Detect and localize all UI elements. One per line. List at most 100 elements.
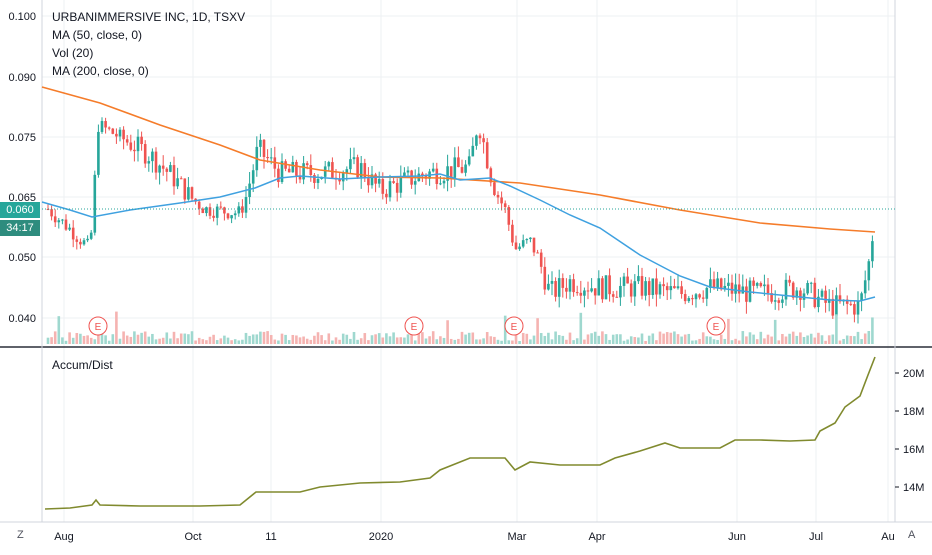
indicator-ma200[interactable]: MA (200, close, 0) bbox=[52, 64, 149, 78]
candle-body bbox=[363, 163, 367, 179]
candle-body bbox=[835, 295, 838, 316]
candle-body bbox=[89, 232, 93, 239]
candle-body bbox=[593, 288, 597, 296]
volume-bar bbox=[79, 333, 82, 344]
volume-bar bbox=[593, 331, 597, 344]
candle-body bbox=[529, 237, 532, 240]
volume-bar bbox=[691, 340, 694, 344]
candle-body bbox=[93, 174, 97, 233]
volume-bar bbox=[853, 336, 856, 344]
volume-bar bbox=[478, 339, 482, 344]
candle-body bbox=[125, 139, 129, 143]
indicator-title-accum-dist[interactable]: Accum/Dist bbox=[52, 358, 113, 372]
volume-bar bbox=[291, 334, 295, 344]
candle-body bbox=[215, 206, 219, 218]
candle-body bbox=[316, 178, 320, 183]
volume-bar bbox=[777, 340, 781, 344]
candle-body bbox=[511, 224, 514, 243]
volume-bar bbox=[305, 338, 309, 344]
candle-body bbox=[446, 166, 449, 181]
volume-bar bbox=[136, 334, 140, 344]
candle-body bbox=[824, 290, 827, 303]
candle-body bbox=[597, 278, 601, 296]
candle-body bbox=[359, 163, 363, 178]
candle-body bbox=[399, 176, 403, 193]
candle-body bbox=[223, 207, 226, 214]
volume-bar bbox=[82, 335, 86, 344]
volume-bar bbox=[651, 333, 655, 344]
candle-body bbox=[403, 172, 406, 177]
volume-bar bbox=[629, 336, 633, 344]
volume-bar bbox=[233, 339, 237, 344]
candle-body bbox=[719, 278, 723, 290]
candle-body bbox=[259, 139, 262, 147]
volume-bar bbox=[453, 339, 457, 344]
candle-body bbox=[244, 197, 248, 213]
candle-body bbox=[608, 275, 611, 295]
volume-bar bbox=[694, 340, 698, 344]
volume-bar bbox=[809, 333, 813, 344]
candle-body bbox=[248, 183, 251, 198]
volume-bar bbox=[143, 331, 147, 344]
candle-body bbox=[115, 133, 118, 137]
volume-bar bbox=[572, 340, 575, 344]
candle-body bbox=[709, 279, 712, 288]
ad-tick-label: 14M bbox=[903, 482, 924, 494]
candle-body bbox=[507, 207, 511, 225]
volume-bar bbox=[269, 335, 273, 344]
volume-bar bbox=[745, 336, 748, 344]
time-tick-label: 11 bbox=[265, 531, 276, 543]
time-tick-label: Mar bbox=[508, 531, 527, 543]
candle-body bbox=[694, 294, 698, 300]
candle-body bbox=[698, 294, 701, 298]
volume-bar bbox=[766, 334, 770, 344]
volume-bar bbox=[75, 332, 79, 344]
candle-body bbox=[165, 168, 169, 172]
volume-bar bbox=[802, 336, 806, 344]
candle-body bbox=[867, 261, 871, 281]
earnings-marker bbox=[404, 316, 424, 336]
candle-body bbox=[633, 281, 637, 297]
volume-bar bbox=[251, 334, 255, 344]
volume-bar bbox=[341, 333, 345, 344]
volume-bar bbox=[503, 315, 507, 344]
volume-bar bbox=[302, 336, 305, 344]
candle-body bbox=[392, 181, 395, 183]
auto-scale-icon[interactable]: A bbox=[908, 529, 916, 541]
volume-bar bbox=[536, 318, 539, 344]
candle-body bbox=[817, 296, 820, 308]
volume-bar bbox=[701, 332, 705, 344]
candle-body bbox=[158, 165, 161, 173]
candle-body bbox=[701, 297, 705, 299]
volume-bar bbox=[838, 340, 842, 344]
zoom-icon[interactable]: Z bbox=[17, 529, 24, 541]
last-price-badge: 0.060 bbox=[0, 202, 40, 218]
volume-bar bbox=[334, 337, 338, 344]
candle-body bbox=[741, 286, 745, 294]
volume-bar bbox=[331, 340, 334, 344]
volume-bar bbox=[611, 334, 615, 344]
candle-body bbox=[313, 174, 316, 183]
candle-body bbox=[86, 238, 89, 241]
volume-bar bbox=[118, 338, 122, 344]
accum-dist-line bbox=[44, 356, 876, 510]
volume-bar bbox=[817, 332, 820, 344]
volume-bar bbox=[370, 335, 374, 344]
candle-body bbox=[352, 157, 356, 160]
volume-bar bbox=[428, 336, 431, 344]
candle-body bbox=[496, 194, 500, 198]
volume-bar bbox=[111, 334, 115, 344]
indicator-vol[interactable]: Vol (20) bbox=[52, 46, 94, 60]
volume-bar bbox=[280, 333, 284, 344]
volume-bar bbox=[244, 332, 248, 344]
volume-bar bbox=[133, 331, 136, 344]
volume-bar bbox=[521, 332, 525, 344]
indicator-ma50[interactable]: MA (50, close, 0) bbox=[52, 28, 143, 42]
candle-body bbox=[190, 187, 194, 199]
candle-body bbox=[219, 206, 223, 208]
candle-body bbox=[241, 206, 244, 213]
volume-bar bbox=[194, 340, 197, 344]
candle-body bbox=[827, 298, 831, 303]
candle-body bbox=[97, 131, 100, 175]
